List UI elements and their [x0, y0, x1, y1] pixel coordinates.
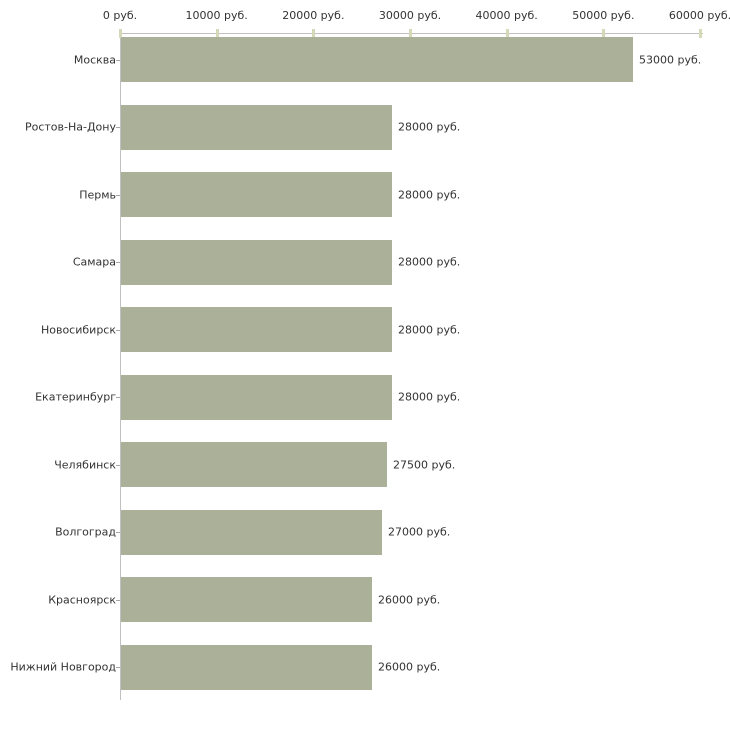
bar — [121, 644, 372, 690]
x-tick-mark — [119, 29, 122, 38]
category-tick-mark — [116, 397, 120, 398]
category-label: Нижний Новгород — [10, 660, 116, 674]
category-label: Челябинск — [54, 458, 116, 471]
category-tick-mark — [116, 600, 120, 601]
x-tick-mark — [312, 29, 316, 38]
category-label: Новосибирск — [40, 323, 116, 336]
x-tick-mark — [602, 29, 606, 38]
x-tick-label: 10000 руб. — [185, 9, 248, 22]
bar — [121, 172, 392, 217]
bar — [121, 577, 372, 622]
category-label: Екатеринбург — [35, 390, 116, 404]
x-tick-label: 20000 руб. — [282, 9, 345, 22]
bar — [121, 37, 633, 82]
value-label: 28000 руб. — [398, 188, 461, 201]
category-label: Волгоград — [55, 525, 116, 539]
category-tick-mark — [116, 60, 120, 61]
x-tick-mark — [409, 29, 412, 38]
bar — [121, 104, 392, 150]
value-label: 27000 руб. — [388, 525, 451, 539]
x-tick-mark — [699, 29, 702, 38]
category-label: Красноярск — [48, 593, 116, 606]
category-tick-mark — [116, 330, 120, 331]
bar — [121, 374, 392, 420]
category-tick-mark — [116, 262, 120, 263]
value-label: 28000 руб. — [398, 390, 461, 404]
value-label: 26000 руб. — [378, 660, 441, 674]
value-label: 28000 руб. — [398, 120, 461, 134]
category-tick-mark — [116, 195, 120, 196]
x-tick-mark — [505, 29, 509, 38]
category-label: Москва — [73, 53, 116, 66]
category-label: Пермь — [79, 188, 116, 201]
value-label: 26000 руб. — [378, 593, 441, 606]
bar — [121, 307, 392, 352]
x-tick-label: 40000 руб. — [475, 9, 538, 22]
category-tick-mark — [116, 532, 120, 533]
x-tick-mark — [215, 29, 219, 38]
category-label: Ростов-На-Дону — [24, 120, 116, 134]
category-tick-mark — [116, 667, 120, 668]
x-tick-label: 60000 руб. — [668, 9, 730, 22]
category-tick-mark — [116, 127, 120, 128]
category-tick-mark — [116, 465, 120, 466]
value-label: 28000 руб. — [398, 323, 461, 336]
bar — [121, 509, 382, 555]
x-tick-label: 0 руб. — [102, 9, 138, 22]
bar — [121, 442, 387, 487]
bar — [121, 239, 392, 285]
x-tick-label: 50000 руб. — [572, 9, 635, 22]
category-label: Самара — [72, 255, 116, 269]
x-tick-label: 30000 руб. — [378, 9, 442, 22]
y-axis-line — [120, 33, 121, 700]
value-label: 28000 руб. — [398, 255, 461, 269]
value-label: 27500 руб. — [393, 458, 456, 471]
value-label: 53000 руб. — [639, 53, 702, 66]
